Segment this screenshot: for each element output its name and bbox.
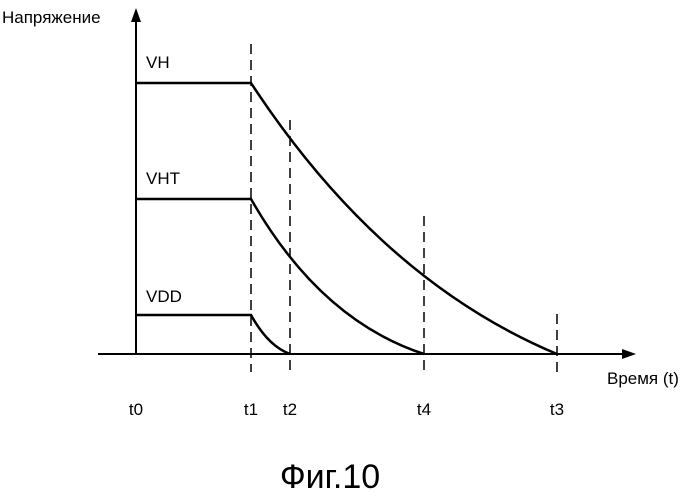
vht-label: VHT [146,169,180,188]
vht-curve [136,199,424,354]
t0-label: t0 [129,400,143,419]
y-axis-label: Напряжение [2,8,101,27]
x-axis-arrow [622,349,636,359]
x-axis-label: Время (t) [607,369,679,388]
figure-title: Фиг.10 [280,458,380,496]
vdd-label: VDD [146,287,182,306]
vh-label: VH [146,53,170,72]
t2-label: t2 [283,400,297,419]
y-axis-arrow [131,8,141,22]
t4-label: t4 [417,400,431,419]
t3-label: t3 [550,400,564,419]
voltage-time-diagram: Напряжение Время (t) VH VHT VDD t0 t1 t2… [0,0,699,500]
t1-label: t1 [244,400,258,419]
vdd-curve [136,315,290,354]
